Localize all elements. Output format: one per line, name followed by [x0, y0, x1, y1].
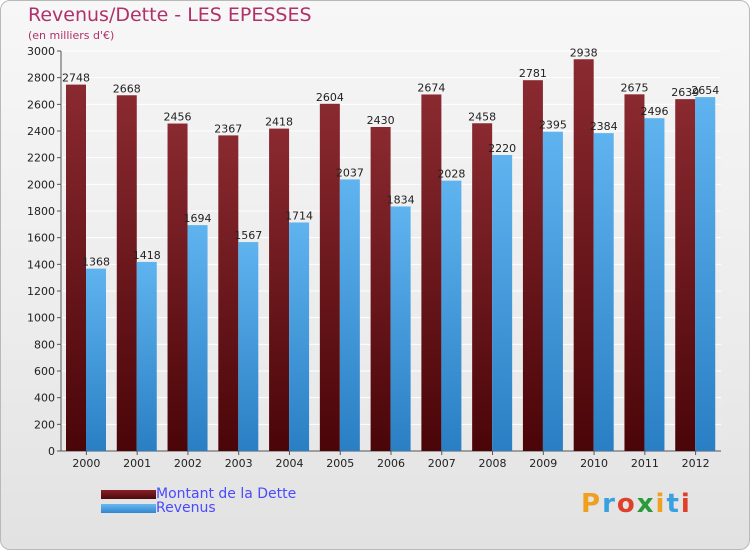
data-label-revenus: 1834: [387, 193, 415, 206]
x-tick-label: 2011: [631, 457, 659, 470]
data-label-revenus: 2395: [539, 119, 567, 132]
bar-revenus: [492, 155, 513, 451]
data-label-revenus: 2037: [336, 166, 364, 179]
y-tick-label: 0: [48, 445, 55, 458]
bar-dette: [66, 84, 86, 451]
data-label-revenus: 2496: [640, 105, 668, 118]
x-tick-label: 2009: [529, 457, 557, 470]
bar-revenus: [441, 180, 462, 451]
x-tick-label: 2001: [123, 457, 151, 470]
legend-item-dette: Montant de la Dette: [101, 486, 341, 502]
proxiti-logo: Proxiti: [581, 489, 692, 519]
logo-letter: P: [581, 489, 603, 519]
data-label-revenus: 2384: [590, 120, 618, 133]
data-label-revenus: 1418: [133, 249, 161, 262]
data-label-dette: 2418: [265, 116, 293, 129]
y-tick-label: 2800: [27, 72, 55, 85]
x-tick-label: 2006: [377, 457, 405, 470]
data-label-dette: 2639: [671, 86, 699, 99]
bar-dette: [472, 123, 493, 452]
bar-revenus: [644, 118, 665, 451]
bar-dette: [421, 94, 442, 451]
y-tick-label: 400: [34, 392, 55, 405]
data-label-revenus: 1694: [184, 212, 212, 225]
bar-dette: [573, 59, 594, 452]
data-label-revenus: 2654: [691, 84, 719, 97]
y-tick-label: 1200: [27, 285, 55, 298]
data-label-revenus: 2028: [437, 168, 465, 181]
x-tick-label: 2002: [174, 457, 202, 470]
bar-revenus: [238, 242, 259, 451]
data-label-dette: 2668: [113, 82, 141, 95]
data-label-dette: 2674: [417, 81, 445, 94]
logo-letter: o: [616, 489, 637, 519]
y-tick-label: 2000: [27, 178, 55, 191]
logo-letter: x: [636, 489, 656, 519]
logo-letter: i: [680, 489, 692, 519]
bar-revenus: [187, 225, 208, 451]
data-label-revenus: 1368: [82, 256, 110, 269]
data-label-dette: 2458: [468, 110, 496, 123]
bar-dette: [624, 94, 645, 451]
chart-subtitle: (en milliers d'€): [28, 29, 115, 42]
legend-swatch-revenus: [101, 504, 156, 513]
data-label-dette: 2430: [367, 114, 395, 127]
y-tick-label: 2400: [27, 125, 55, 138]
bar-revenus: [289, 222, 310, 451]
y-tick-label: 2200: [27, 152, 55, 165]
bar-dette: [116, 95, 137, 452]
y-tick-label: 3000: [27, 45, 55, 58]
bar-revenus: [86, 268, 106, 451]
logo-letter: i: [655, 489, 667, 519]
legend-label-revenus: Revenus: [156, 500, 216, 516]
bar-revenus: [339, 179, 360, 451]
logo-letter: r: [602, 489, 617, 519]
data-label-dette: 2938: [570, 46, 598, 59]
bar-dette: [319, 103, 340, 452]
legend-label-dette: Montant de la Dette: [156, 486, 297, 502]
bar-revenus: [136, 261, 157, 451]
data-label-dette: 2456: [164, 111, 192, 124]
bar-revenus: [695, 97, 716, 451]
data-label-dette: 2675: [620, 81, 648, 94]
data-label-dette: 2604: [316, 91, 344, 104]
y-tick-label: 800: [34, 338, 55, 351]
bar-dette: [522, 80, 543, 451]
x-tick-label: 2007: [428, 457, 456, 470]
x-tick-label: 2005: [326, 457, 354, 470]
bar-dette: [167, 123, 188, 452]
data-label-dette: 2781: [519, 67, 547, 80]
data-label-revenus: 1567: [234, 229, 262, 242]
y-tick-label: 200: [34, 418, 55, 431]
bar-dette: [370, 127, 391, 451]
bar-dette: [269, 128, 290, 451]
legend-swatch-dette: [101, 490, 156, 499]
bar-dette: [675, 99, 696, 451]
logo-letter: t: [666, 489, 681, 519]
bar-dette: [218, 135, 239, 451]
x-tick-label: 2010: [580, 457, 608, 470]
bar-revenus: [593, 133, 614, 451]
x-tick-label: 2000: [72, 457, 100, 470]
chart-title: Revenus/Dette - LES EPESSES: [28, 4, 312, 26]
x-tick-label: 2003: [225, 457, 253, 470]
y-tick-label: 1800: [27, 205, 55, 218]
x-tick-label: 2012: [682, 457, 710, 470]
y-tick-label: 1000: [27, 312, 55, 325]
y-tick-label: 1600: [27, 232, 55, 245]
bar-revenus: [542, 131, 563, 451]
x-tick-label: 2004: [275, 457, 303, 470]
data-label-revenus: 2220: [488, 142, 516, 155]
y-tick-label: 2600: [27, 98, 55, 111]
bar-revenus: [390, 206, 411, 451]
data-label-dette: 2748: [62, 72, 90, 85]
x-tick-label: 2008: [479, 457, 507, 470]
data-label-revenus: 1714: [285, 209, 313, 222]
y-tick-label: 1400: [27, 258, 55, 271]
data-label-dette: 2367: [214, 122, 242, 135]
legend-item-revenus: Revenus: [101, 500, 341, 516]
y-tick-label: 600: [34, 365, 55, 378]
